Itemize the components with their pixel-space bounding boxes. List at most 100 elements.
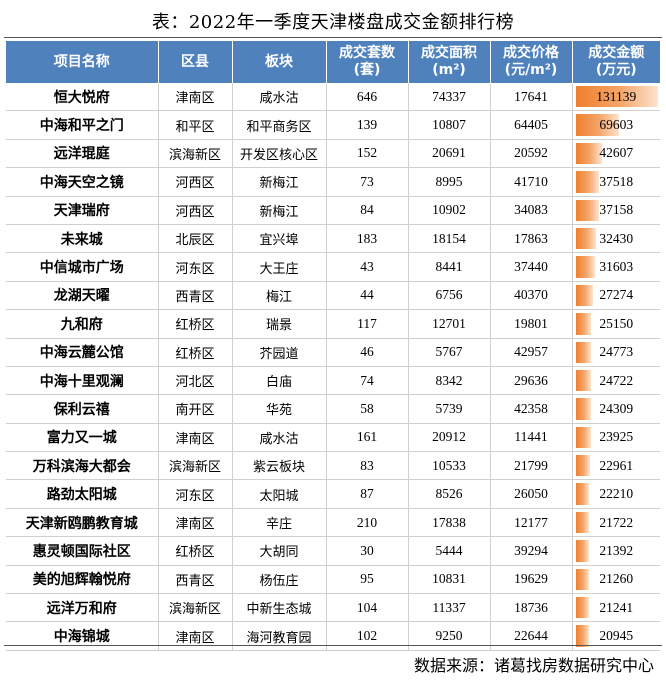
cell-project-name: 天津新鸥鹏教育城 <box>6 508 159 538</box>
header-name: 项目名称 <box>6 41 159 83</box>
cell-area: 11337 <box>408 593 491 623</box>
amount-value: 24309 <box>599 400 634 416</box>
table-row: 远洋琨庭 滨海新区 开发区核心区 152 20691 20592 42607 <box>6 139 660 169</box>
header-row: 项目名称 区县 板块 成交套数 (套) 成交面积 (m²) 成交价格 (元/m²… <box>6 41 660 83</box>
cell-area: 10902 <box>408 196 491 225</box>
cell-units: 152 <box>326 139 409 169</box>
cell-district: 滨海新区 <box>158 451 233 481</box>
ranking-table: 项目名称 区县 板块 成交套数 (套) 成交面积 (m²) 成交价格 (元/m²… <box>6 41 660 651</box>
cell-units: 95 <box>326 565 409 595</box>
amount-value: 24773 <box>599 344 634 360</box>
cell-price: 12177 <box>490 508 573 538</box>
cell-block: 大王庄 <box>232 252 327 282</box>
data-source: 数据来源：诸葛找房数据研究中心 <box>413 656 654 675</box>
table-row: 天津瑞府 河西区 新梅江 84 10902 34083 37158 <box>6 196 660 225</box>
table-row: 中海和平之门 和平区 和平商务区 139 10807 64405 69603 <box>6 110 660 140</box>
cell-block: 芥园道 <box>232 338 327 367</box>
cell-area: 18154 <box>408 224 491 254</box>
cell-block: 紫云板块 <box>232 451 327 481</box>
table-row: 远洋万和府 滨海新区 中新生态城 104 11337 18736 21241 <box>6 593 660 623</box>
amount-data-bar <box>575 511 590 534</box>
cell-project-name: 富力又一城 <box>6 423 159 453</box>
amount-value: 23925 <box>599 429 634 445</box>
cell-project-name: 中海和平之门 <box>6 110 159 140</box>
cell-amount: 25150 <box>572 309 660 339</box>
cell-amount: 24773 <box>572 338 660 367</box>
cell-project-name: 中海云麓公馆 <box>6 338 159 367</box>
cell-block: 咸水沽 <box>232 83 327 112</box>
cell-area: 6756 <box>408 281 491 311</box>
table-row: 富力又一城 津南区 咸水沽 161 20912 11441 23925 <box>6 423 660 453</box>
cell-district: 津南区 <box>158 423 233 453</box>
cell-project-name: 万科滨海大都会 <box>6 451 159 481</box>
table-title: 表：2022年一季度天津楼盘成交金额排行榜 <box>151 12 515 33</box>
cell-project-name: 保利云禧 <box>6 394 159 424</box>
cell-project-name: 天津瑞府 <box>6 196 159 225</box>
cell-units: 102 <box>326 621 409 651</box>
cell-price: 19801 <box>490 309 573 339</box>
cell-district: 津南区 <box>158 83 233 112</box>
cell-block: 华苑 <box>232 394 327 424</box>
cell-district: 西青区 <box>158 281 233 311</box>
cell-price: 18736 <box>490 593 573 623</box>
cell-block: 中新生态城 <box>232 593 327 623</box>
cell-area: 10533 <box>408 451 491 481</box>
header-district: 区县 <box>158 41 233 83</box>
table-row: 中海天空之镜 河西区 新梅江 73 8995 41710 37518 <box>6 167 660 197</box>
header-amount: 成交金额 (万元) <box>572 41 660 83</box>
cell-amount: 20945 <box>572 621 660 651</box>
cell-area: 10807 <box>408 110 491 140</box>
table-row: 中海云麓公馆 红桥区 芥园道 46 5767 42957 24773 <box>6 338 660 367</box>
table-row: 恒大悦府 津南区 咸水沽 646 74337 17641 131139 <box>6 83 660 112</box>
table-row: 保利云禧 南开区 华苑 58 5739 42358 24309 <box>6 394 660 424</box>
cell-amount: 21260 <box>572 565 660 595</box>
cell-area: 8441 <box>408 252 491 282</box>
cell-units: 117 <box>326 309 409 339</box>
cell-district: 北辰区 <box>158 224 233 254</box>
table-row: 龙湖天曜 西青区 梅江 44 6756 40370 27274 <box>6 281 660 311</box>
cell-amount: 24309 <box>572 394 660 424</box>
table-row: 惠灵顿国际社区 红桥区 大胡同 30 5444 39294 21392 <box>6 536 660 566</box>
table-row: 路劲太阳城 河东区 太阳城 87 8526 26050 22210 <box>6 479 660 509</box>
cell-project-name: 路劲太阳城 <box>6 479 159 509</box>
header-price-unit: (元/m²) <box>504 62 558 78</box>
amount-data-bar <box>575 284 593 307</box>
table-row: 中海十里观澜 河北区 白庙 74 8342 29636 24722 <box>6 366 660 396</box>
cell-project-name: 远洋万和府 <box>6 593 159 623</box>
cell-area: 5767 <box>408 338 491 367</box>
cell-amount: 27274 <box>572 281 660 311</box>
amount-value: 42607 <box>599 145 634 161</box>
amount-value: 131139 <box>596 88 637 104</box>
cell-price: 17863 <box>490 224 573 254</box>
cell-units: 44 <box>326 281 409 311</box>
header-units-label: 成交套数 <box>339 45 395 61</box>
amount-value: 20945 <box>599 628 634 644</box>
amount-data-bar <box>575 142 603 165</box>
cell-area: 8526 <box>408 479 491 509</box>
amount-value: 27274 <box>599 287 634 303</box>
cell-units: 646 <box>326 83 409 112</box>
amount-value: 21722 <box>599 514 634 530</box>
cell-block: 杨伍庄 <box>232 565 327 595</box>
cell-price: 42957 <box>490 338 573 367</box>
amount-value: 37158 <box>599 202 634 218</box>
cell-block: 瑞景 <box>232 309 327 339</box>
table-row: 美的旭辉翰悦府 西青区 杨伍庄 95 10831 19629 21260 <box>6 565 660 595</box>
cell-district: 滨海新区 <box>158 139 233 169</box>
amount-value: 21392 <box>599 542 634 558</box>
amount-value: 22961 <box>599 457 634 473</box>
cell-district: 河西区 <box>158 196 233 225</box>
cell-district: 津南区 <box>158 508 233 538</box>
cell-area: 8995 <box>408 167 491 197</box>
header-area: 成交面积 (m²) <box>408 41 491 83</box>
cell-price: 26050 <box>490 479 573 509</box>
cell-area: 9250 <box>408 621 491 651</box>
table-row: 万科滨海大都会 滨海新区 紫云板块 83 10533 21799 22961 <box>6 451 660 481</box>
cell-project-name: 远洋琨庭 <box>6 139 159 169</box>
cell-price: 40370 <box>490 281 573 311</box>
cell-district: 和平区 <box>158 110 233 140</box>
cell-district: 南开区 <box>158 394 233 424</box>
amount-value: 69603 <box>599 117 634 133</box>
cell-amount: 21241 <box>572 593 660 623</box>
cell-units: 58 <box>326 394 409 424</box>
